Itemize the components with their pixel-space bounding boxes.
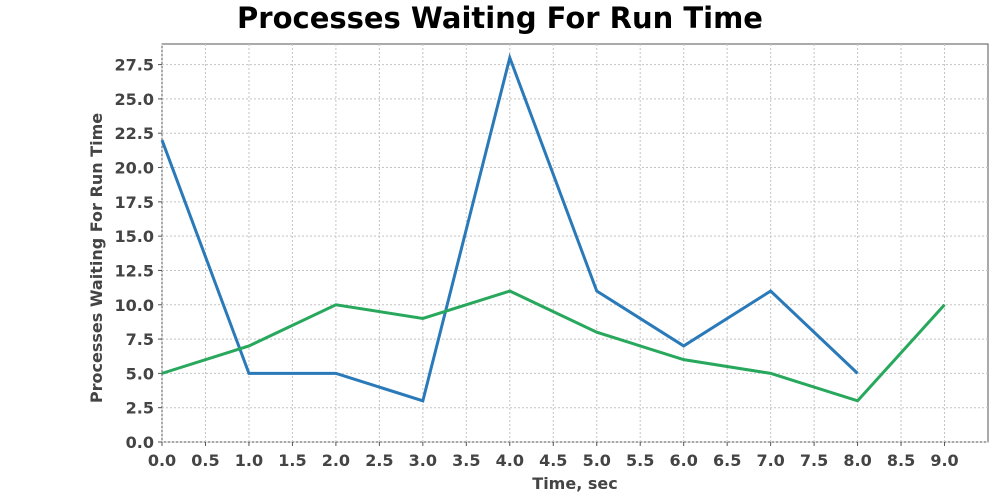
x-tick-label: 4.5 — [539, 451, 567, 470]
x-tick-label: 4.0 — [496, 451, 524, 470]
x-tick-label: 2.0 — [322, 451, 350, 470]
x-tick-label: 2.5 — [365, 451, 393, 470]
x-tick-label: 8.0 — [843, 451, 871, 470]
x-tick-label: 7.0 — [756, 451, 784, 470]
y-axis-label: Processes Waiting For Run Time — [87, 113, 106, 403]
chart-title: Processes Waiting For Run Time — [237, 1, 763, 35]
x-tick-label: 3.5 — [452, 451, 480, 470]
y-tick-label: 7.5 — [126, 330, 154, 349]
y-tick-label: 20.0 — [115, 159, 154, 178]
x-tick-label: 0.0 — [148, 451, 176, 470]
y-tick-label: 25.0 — [115, 90, 154, 109]
y-tick-label: 17.5 — [115, 193, 154, 212]
y-tick-label: 0.0 — [126, 433, 154, 452]
x-tick-label: 1.0 — [235, 451, 263, 470]
plot-area — [161, 43, 989, 443]
y-tick-label: 27.5 — [115, 56, 154, 75]
x-tick-label: 6.5 — [713, 451, 741, 470]
x-tick-label: 8.5 — [887, 451, 915, 470]
x-tick-label: 6.0 — [670, 451, 698, 470]
y-tick-label: 2.5 — [126, 399, 154, 418]
y-tick-label: 22.5 — [115, 124, 154, 143]
x-tick-label: 7.5 — [800, 451, 828, 470]
x-tick-label: 0.5 — [191, 451, 219, 470]
x-tick-label: 3.0 — [409, 451, 437, 470]
y-tick-label: 15.0 — [115, 227, 154, 246]
x-tick-label: 9.0 — [930, 451, 958, 470]
x-axis-label: Time, sec — [532, 474, 617, 493]
x-tick-label: 5.0 — [583, 451, 611, 470]
y-tick-label: 12.5 — [115, 261, 154, 280]
y-tick-label: 5.0 — [126, 364, 154, 383]
axis-ticks: 0.0 0.5 1.0 1.5 2.0 2.5 3.0 3.5 4.0 4.5 5.0 5.5 6.0 6… — [115, 56, 959, 470]
series-lines — [160, 52, 946, 403]
series-line-2 — [161, 289, 946, 403]
y-tick-label: 10.0 — [115, 296, 154, 315]
x-tick-label: 1.5 — [278, 451, 306, 470]
series-line-1 — [160, 52, 859, 403]
x-tick-label: 5.5 — [626, 451, 654, 470]
